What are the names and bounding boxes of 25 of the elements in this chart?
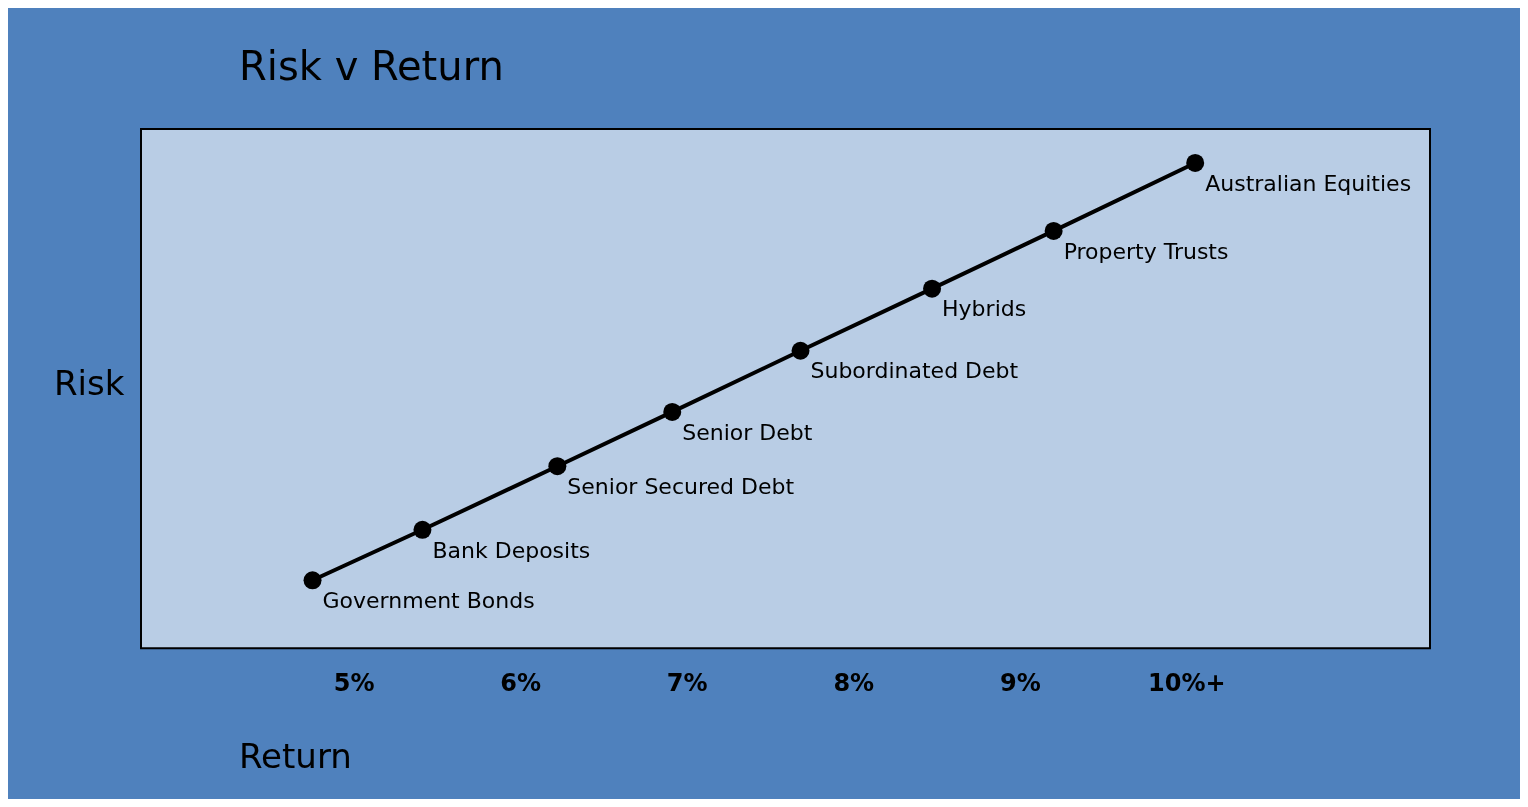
x-tick-label: 6%	[500, 668, 542, 697]
point	[413, 520, 432, 539]
x-tick-label: 8%	[833, 668, 875, 697]
annotation: Government Bonds	[322, 587, 535, 613]
chart-title: Risk v Return	[239, 43, 504, 90]
x-tick-label: 5%	[333, 668, 375, 697]
annotation: Senior Debt	[682, 419, 813, 445]
x-tick-label: 9%	[999, 668, 1041, 697]
point	[663, 402, 682, 421]
x-tick-label: 10%+	[1148, 668, 1226, 697]
y-axis-title: Risk	[54, 363, 125, 404]
point	[1186, 153, 1205, 172]
annotation: Australian Equities	[1205, 170, 1412, 196]
annotation: Bank Deposits	[432, 537, 591, 563]
point	[791, 341, 810, 360]
point	[1044, 221, 1063, 240]
point	[923, 279, 942, 298]
point	[548, 457, 567, 476]
annotation: Property Trusts	[1063, 238, 1229, 264]
point	[303, 571, 322, 590]
annotation: Hybrids	[942, 296, 1027, 322]
x-axis-title: Return	[239, 735, 352, 776]
annotation: Subordinated Debt	[810, 358, 1019, 384]
annotation: Senior Secured Debt	[567, 473, 795, 499]
x-tick-label: 7%	[666, 668, 708, 697]
